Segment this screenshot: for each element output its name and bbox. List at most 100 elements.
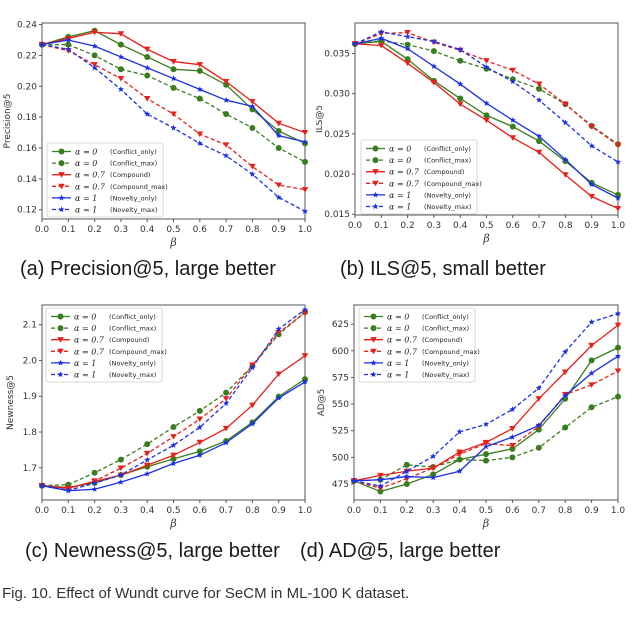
data-point <box>588 370 595 376</box>
y-tick-label: 1.9 <box>23 392 38 402</box>
data-point <box>170 452 177 459</box>
data-point <box>483 457 489 464</box>
x-tick-label: 0.3 <box>426 506 440 516</box>
x-tick-label: 0.5 <box>166 225 180 235</box>
data-point <box>91 42 98 49</box>
data-point <box>170 66 177 73</box>
legend-marker <box>57 371 64 378</box>
data-point <box>430 48 437 55</box>
x-tick-label: 0.0 <box>348 221 363 231</box>
data-point <box>91 29 98 36</box>
legend-alpha: α = 0.7 <box>74 347 105 356</box>
data-point <box>614 322 622 329</box>
legend-alpha: α = 1 <box>387 371 409 380</box>
legend-alpha: α = 0 <box>387 324 409 333</box>
data-point <box>223 400 230 406</box>
data-point <box>351 40 359 47</box>
data-point <box>196 424 203 430</box>
legend-name: (Novelty_only) <box>422 359 469 367</box>
legend-marker <box>58 183 65 190</box>
legend-alpha: α = 1 <box>387 359 409 368</box>
series-5 <box>38 41 309 214</box>
x-tick-label: 1.0 <box>611 221 626 231</box>
data-point <box>509 406 516 413</box>
data-point <box>562 101 569 108</box>
data-point <box>170 434 177 440</box>
data-point <box>91 469 98 476</box>
data-point <box>170 84 177 91</box>
data-point <box>301 306 309 313</box>
data-point <box>483 100 490 106</box>
data-point <box>588 124 595 130</box>
data-point <box>275 182 282 189</box>
x-tick-label: 0.3 <box>114 506 128 516</box>
legend-name: (Conflict_only) <box>422 313 469 321</box>
x-tick-label: 0.9 <box>585 221 600 231</box>
legend: α = 0 (Conflict_only) α = 0 (Conflict_max) α… <box>46 142 168 218</box>
data-point <box>615 344 621 351</box>
data-point <box>275 120 282 127</box>
series-5 <box>38 306 309 493</box>
y-tick-label: 0.025 <box>324 130 350 140</box>
data-point <box>588 382 595 388</box>
x-tick-label: 0.6 <box>506 221 521 231</box>
legend-name: (Conflict_max) <box>422 325 469 333</box>
series-line <box>354 31 619 146</box>
legend: α = 0 (Conflict_only) α = 0 (Conflict_max) α… <box>360 139 482 215</box>
data-point <box>509 443 516 449</box>
data-point <box>170 442 177 448</box>
legend-box <box>45 307 163 383</box>
series-line <box>353 396 619 482</box>
data-point <box>117 31 125 37</box>
data-point <box>222 425 230 432</box>
data-point <box>483 63 490 70</box>
data-point <box>117 75 125 82</box>
legend-marker <box>370 337 377 343</box>
data-point <box>456 456 463 463</box>
data-point <box>535 384 542 391</box>
legend-marker <box>370 371 377 378</box>
y-tick-label: 0.20 <box>17 82 37 92</box>
y-tick-label: 475 <box>332 480 349 490</box>
data-point <box>117 456 124 463</box>
data-point <box>430 474 437 481</box>
legend-marker <box>370 325 377 332</box>
x-tick-label: 0.7 <box>219 506 233 516</box>
x-tick-label: 0.9 <box>272 225 287 235</box>
x-tick-label: 0.4 <box>452 506 467 516</box>
legend-marker <box>57 348 64 355</box>
series-1 <box>351 393 621 484</box>
x-tick-label: 0.4 <box>453 221 468 231</box>
series-4 <box>351 35 622 201</box>
legend-box <box>46 142 164 218</box>
data-point <box>562 172 569 178</box>
data-point <box>403 461 410 468</box>
legend-alpha: α = 0.7 <box>74 336 105 345</box>
series-line <box>41 378 306 489</box>
legend-marker <box>372 157 379 164</box>
series-0 <box>39 376 308 491</box>
series-1 <box>352 37 621 148</box>
x-tick-label: 0.4 <box>140 506 155 516</box>
legend-alpha: α = 0.7 <box>389 168 420 177</box>
legend-name: (Novelty_max) <box>422 371 469 379</box>
data-point <box>588 357 595 364</box>
x-tick-label: 0.1 <box>373 506 387 516</box>
data-point <box>483 112 490 119</box>
x-tick-label: 1.0 <box>611 506 626 516</box>
legend-marker <box>372 169 379 175</box>
data-point <box>430 38 437 45</box>
x-tick-label: 0.0 <box>35 225 50 235</box>
y-axis-label: Newness@5 <box>6 375 16 430</box>
y-tick-label: 0.015 <box>324 210 350 220</box>
legend-marker <box>372 145 379 152</box>
legend-alpha: α = 0 <box>389 145 411 154</box>
data-point <box>404 41 411 48</box>
legend-marker <box>372 203 379 210</box>
x-axis-label: β <box>169 236 176 249</box>
y-tick-label: 550 <box>332 400 349 410</box>
data-point <box>91 52 98 59</box>
data-point <box>509 135 517 141</box>
data-point <box>223 152 230 159</box>
data-point <box>614 158 622 165</box>
